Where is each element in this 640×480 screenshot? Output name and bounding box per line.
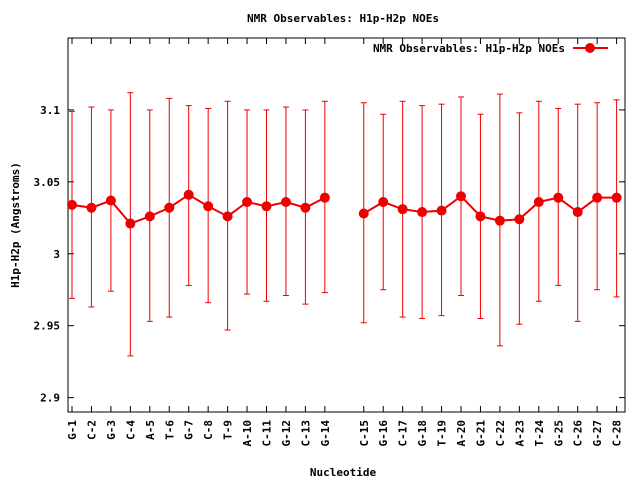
x-tick-label: C-17: [397, 420, 410, 447]
y-tick-label: 3.05: [34, 176, 61, 189]
data-point: [417, 207, 428, 218]
data-point: [378, 196, 389, 207]
y-axis: 2.9 2.95 3 3.05 3.1: [34, 104, 625, 405]
data-point: [319, 192, 330, 203]
y-tick-label: 3: [53, 248, 60, 261]
x-tick-label: T-19: [436, 420, 449, 447]
data-point: [592, 192, 603, 203]
data-point: [261, 201, 272, 212]
data-point: [86, 202, 97, 213]
y-tick-label: 3.1: [40, 104, 60, 117]
x-tick-label: G-1: [66, 420, 79, 440]
plot-frame: [67, 37, 626, 413]
data-point: [300, 202, 311, 213]
data-point: [203, 201, 214, 212]
series-group: [67, 92, 622, 357]
data-point: [183, 189, 194, 200]
x-tick-label: C-26: [572, 420, 585, 447]
x-tick-label: T-24: [533, 420, 546, 447]
data-point: [475, 211, 486, 222]
data-point: [164, 202, 175, 213]
data-point: [67, 199, 77, 210]
data-point: [144, 211, 155, 222]
x-tick-label: C-22: [494, 420, 507, 447]
legend-label: NMR Observables: H1p-H2p NOEs: [373, 42, 565, 55]
data-point: [514, 214, 525, 225]
x-tick-label: C-8: [202, 420, 215, 440]
legend-marker: [585, 43, 595, 53]
x-tick-label: G-16: [377, 420, 390, 447]
x-tick-label: G-25: [552, 420, 565, 447]
data-point: [533, 196, 544, 207]
data-point: [494, 215, 505, 226]
x-tick-label: C-28: [611, 420, 624, 447]
x-axis: G-1 C-2 G-3 C-4 A-5 T-6 G-7 C-8 T-9 A-10 C-11 G-12 C…: [66, 38, 624, 447]
data-point: [553, 192, 564, 203]
x-tick-label: C-4: [124, 420, 137, 440]
chart-title: NMR Observables: H1p-H2p NOEs: [247, 12, 439, 25]
x-tick-label: T-6: [163, 420, 176, 440]
legend: NMR Observables: H1p-H2p NOEs: [373, 42, 608, 55]
x-tick-label: G-14: [319, 420, 332, 447]
data-point: [105, 195, 116, 206]
y-axis-label: H1p-H2p (Angstroms): [9, 162, 22, 288]
y-tick-label: 2.95: [34, 320, 61, 333]
data-point: [611, 192, 622, 203]
x-axis-label: Nucleotide: [310, 466, 377, 479]
x-tick-label: C-13: [299, 420, 312, 447]
data-point: [436, 205, 447, 216]
data-point: [456, 191, 466, 202]
x-tick-label: C-15: [358, 420, 371, 447]
x-tick-label: A-20: [455, 420, 468, 447]
data-point: [242, 196, 253, 207]
x-tick-label: G-27: [591, 420, 604, 447]
x-tick-label: G-18: [416, 420, 429, 447]
x-tick-label: A-10: [241, 420, 254, 447]
data-point: [280, 196, 291, 207]
x-tick-label: T-9: [222, 420, 235, 440]
data-point: [125, 218, 136, 229]
y-tick-label: 2.9: [40, 392, 60, 405]
x-tick-label: G-21: [474, 420, 487, 447]
x-tick-label: C-11: [261, 420, 274, 447]
data-point: [358, 208, 369, 219]
data-point: [222, 211, 233, 222]
data-point: [397, 204, 408, 215]
x-tick-label: A-5: [144, 420, 157, 440]
data-point: [572, 207, 583, 218]
x-tick-label: C-2: [85, 420, 98, 440]
x-tick-label: G-12: [280, 420, 293, 447]
x-tick-label: G-7: [183, 420, 196, 440]
x-tick-label: A-23: [513, 420, 526, 447]
x-tick-label: G-3: [105, 420, 118, 440]
